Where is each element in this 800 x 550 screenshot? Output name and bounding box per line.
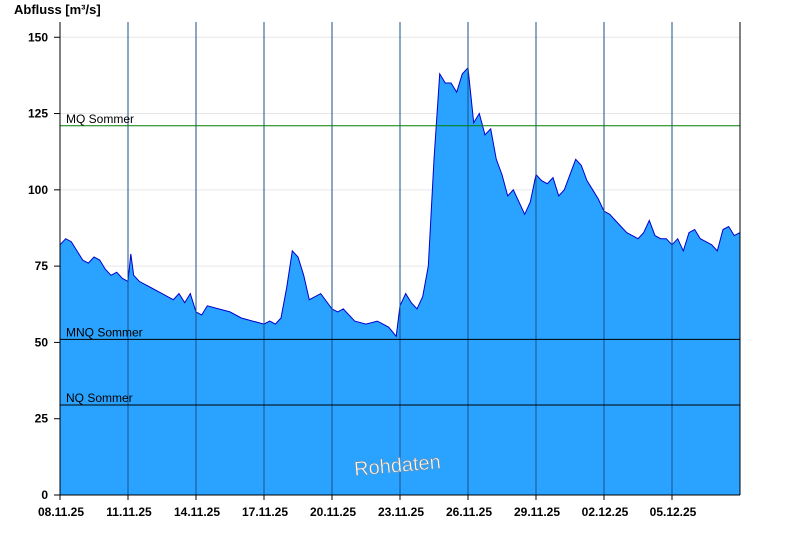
y-tick-label: 75 (35, 259, 49, 273)
reference-line-label: NQ Sommer (66, 391, 133, 405)
x-tick-label: 17.11.25 (242, 505, 288, 519)
x-tick-label: 26.11.25 (446, 505, 492, 519)
reference-line-label: MQ Sommer (66, 112, 134, 126)
x-tick-label: 14.11.25 (174, 505, 220, 519)
x-tick-label: 20.11.25 (310, 505, 356, 519)
y-tick-label: 0 (41, 488, 48, 502)
y-tick-label: 25 (35, 412, 49, 426)
y-tick-label: 50 (35, 335, 49, 349)
discharge-line (59, 66, 741, 338)
x-tick-label: 29.11.25 (514, 505, 560, 519)
x-tick-label: 02.12.25 (582, 505, 629, 519)
x-tick-label: 23.11.25 (378, 505, 424, 519)
x-tick-label: 11.11.25 (106, 505, 152, 519)
y-tick-label: 150 (28, 30, 48, 44)
y-tick-label: 125 (28, 107, 48, 121)
y-tick-label: 100 (28, 183, 48, 197)
y-axis-label: Abfluss [m³/s] (14, 2, 101, 17)
reference-line-label: MNQ Sommer (66, 325, 143, 339)
x-tick-label: 05.12.25 (650, 505, 697, 519)
x-tick-label: 08.11.25 (38, 505, 84, 519)
